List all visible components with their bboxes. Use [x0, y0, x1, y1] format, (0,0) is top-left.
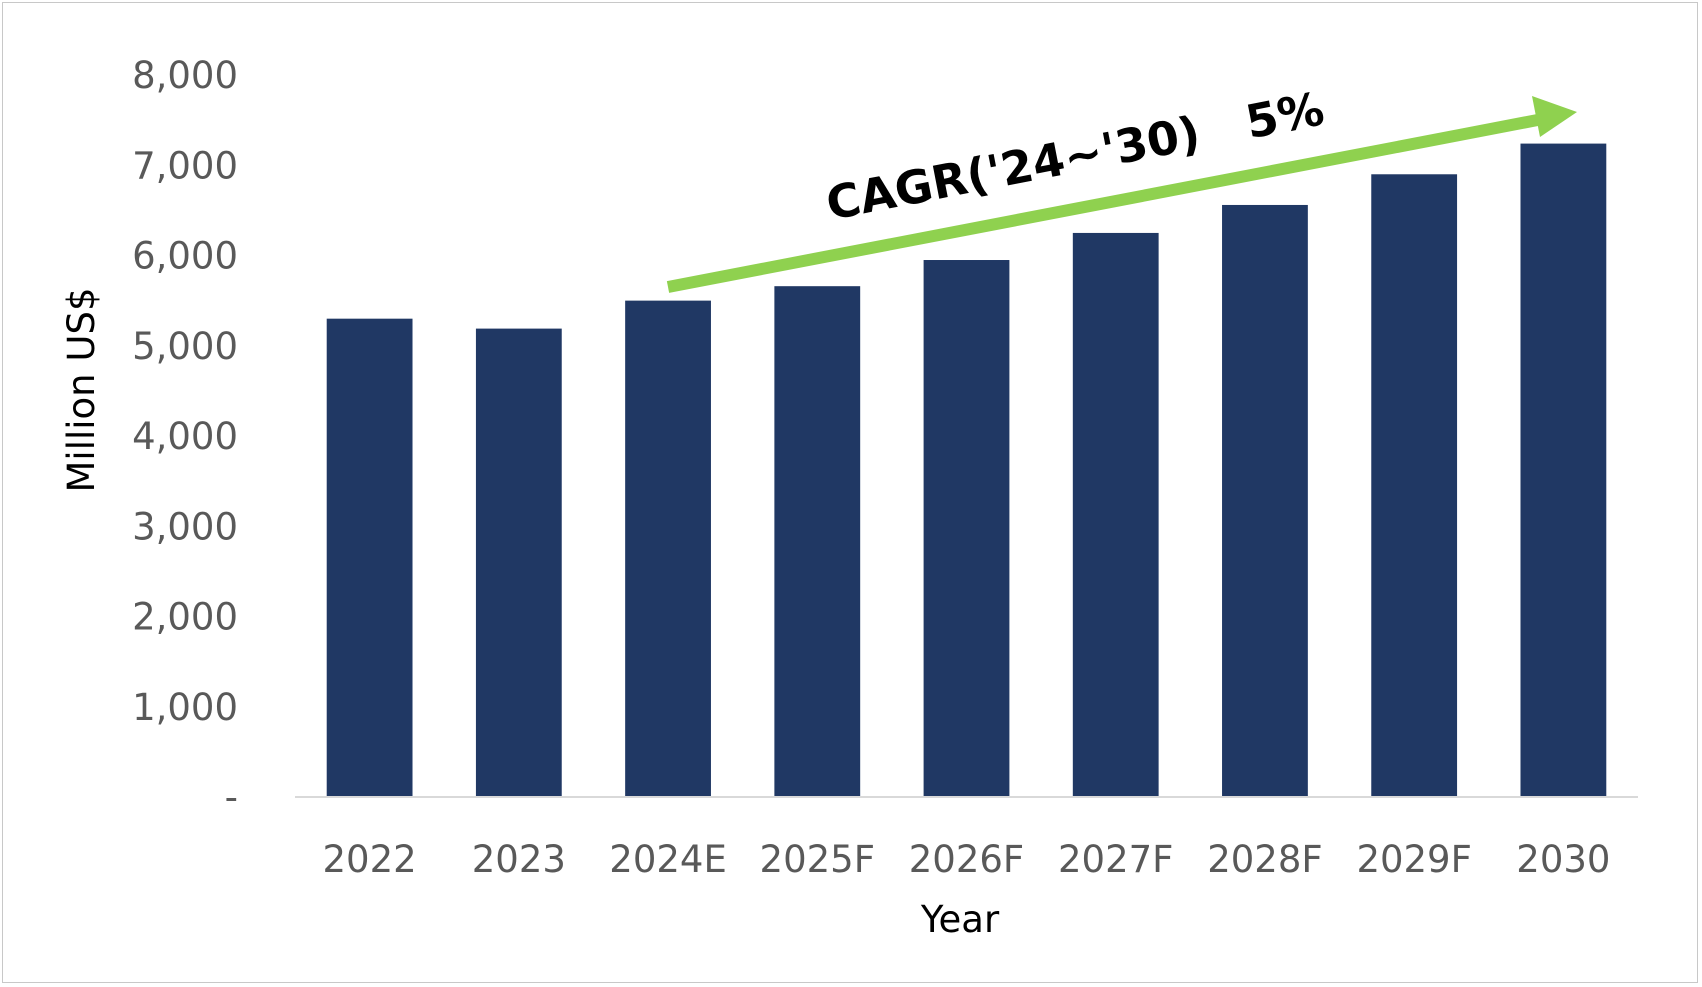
bar-2028F [1222, 204, 1308, 797]
bar-2025F [774, 286, 861, 797]
y-tick-label: 8,000 [132, 54, 238, 97]
y-tick-label: 2,000 [132, 596, 238, 639]
x-tick-label: 2028F [1207, 838, 1322, 881]
y-tick-label: 6,000 [132, 235, 238, 278]
bar-2023 [475, 328, 562, 797]
x-tick-label: 2027F [1058, 838, 1173, 881]
x-tick-label: 2026F [909, 838, 1024, 881]
y-tick-label: 4,000 [132, 415, 238, 458]
x-tick-label: 2029F [1356, 838, 1471, 881]
bar-2024E [625, 300, 711, 797]
y-tick-label: 7,000 [132, 144, 238, 187]
y-tick-label: 1,000 [132, 686, 238, 729]
cagr-arrow-line [666, 112, 1550, 293]
y-tick-label: 3,000 [132, 505, 238, 548]
bar-2027F [1072, 232, 1159, 797]
x-tick-label: 2023 [472, 838, 566, 881]
y-tick-label: 5,000 [132, 325, 238, 368]
x-tick-label: 2024E [609, 838, 727, 881]
y-axis: - 1,000 2,000 3,000 4,000 5,000 6,000 7,000 8,00… [132, 54, 238, 819]
x-axis-title: Year [920, 898, 1000, 941]
bar-2026F [923, 260, 1010, 797]
bars-group [326, 143, 1607, 798]
bar-2030 [1520, 143, 1607, 798]
x-tick-label: 2025F [760, 838, 875, 881]
bar-2029F [1371, 174, 1458, 797]
y-axis-title: Million US$ [60, 288, 103, 493]
bar-2022 [326, 318, 413, 797]
cagr-arrow-head [1532, 96, 1577, 137]
x-tick-label: 2030 [1516, 838, 1610, 881]
y-tick-label: - [225, 776, 238, 819]
x-axis: 2022 2023 2024E 2025F 2026F 2027F 2028F 2029F 20… [323, 838, 1611, 881]
x-tick-label: 2022 [323, 838, 417, 881]
